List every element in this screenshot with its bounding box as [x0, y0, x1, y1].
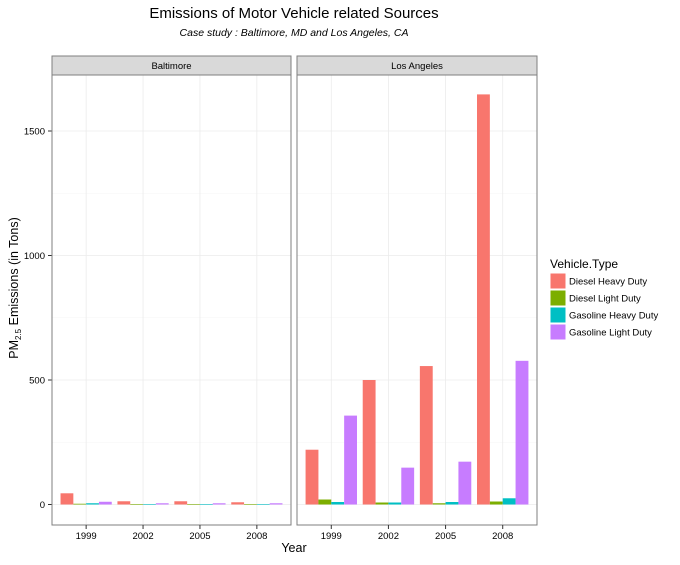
bar-diesel-heavy-duty-2005 [174, 501, 188, 505]
legend-title: Vehicle.Type [550, 257, 618, 271]
bar-gasoline-heavy-duty-1999 [86, 503, 99, 505]
legend: Vehicle.Type Diesel Heavy Duty Diesel Lig… [549, 257, 658, 341]
legend-label: Diesel Light Duty [569, 294, 641, 305]
bar-diesel-light-duty-2002 [375, 502, 389, 505]
panel-border [51, 74, 292, 526]
bar-gasoline-light-duty-2002 [155, 503, 169, 505]
bar-gasoline-heavy-duty-2008 [502, 498, 516, 505]
y-axis-label: PM2.5 Emissions (in Tons) [7, 217, 23, 358]
x-tick-label: 1999 [76, 531, 97, 542]
bar-diesel-light-duty-2005 [187, 504, 200, 505]
bar-diesel-heavy-duty-2008 [477, 94, 490, 505]
x-axis-label: Year [281, 541, 306, 555]
facet-strip-label: Los Angeles [391, 61, 443, 72]
legend-key [549, 306, 567, 324]
bar-diesel-heavy-duty-1999 [305, 449, 319, 505]
bar-gasoline-light-duty-2002 [401, 467, 415, 505]
x-tick-label: 2008 [246, 531, 267, 542]
y-axis-label-suffix: Emissions (in Tons) [7, 217, 21, 329]
bar-diesel-light-duty-2008 [489, 501, 503, 505]
panel-background [297, 75, 537, 525]
facet-panel-los-angeles: Los Angeles 1999 2002 2005 2008 [296, 55, 538, 542]
panel-background [52, 75, 291, 525]
x-tick-label: 2002 [132, 531, 153, 542]
x-tick-label: 2002 [378, 531, 399, 542]
bar-diesel-heavy-duty-2005 [419, 366, 433, 505]
legend-key [549, 272, 567, 290]
x-tick-label: 2008 [492, 531, 513, 542]
bar-diesel-heavy-duty-2002 [117, 501, 131, 505]
bar-diesel-heavy-duty-2002 [362, 380, 376, 505]
y-axis-label-subscript: 2.5 [14, 328, 23, 340]
y-tick-label: 1000 [24, 251, 45, 262]
y-tick-label: 0 [40, 500, 45, 511]
legend-label: Diesel Heavy Duty [569, 277, 647, 288]
chart-title: Emissions of Motor Vehicle related Sourc… [149, 5, 438, 22]
bar-diesel-light-duty-2002 [130, 504, 144, 505]
bar-gasoline-heavy-duty-2005 [445, 502, 459, 505]
bar-gasoline-heavy-duty-2002 [143, 504, 156, 505]
legend-label: Gasoline Heavy Duty [569, 311, 658, 322]
y-tick-label: 500 [29, 376, 45, 387]
facet-panel-baltimore: Baltimore 1999 2002 2005 2008 [51, 55, 292, 542]
bar-gasoline-heavy-duty-2008 [256, 504, 270, 505]
bar-gasoline-heavy-duty-1999 [331, 502, 345, 505]
bar-gasoline-light-duty-2005 [212, 503, 226, 505]
bar-gasoline-light-duty-1999 [344, 415, 357, 505]
bar-gasoline-light-duty-2008 [269, 503, 283, 505]
bar-gasoline-heavy-duty-2005 [199, 504, 213, 505]
y-tick-label: 1500 [24, 127, 45, 138]
bar-diesel-heavy-duty-2008 [231, 502, 245, 505]
chart-subtitle: Case study : Baltimore, MD and Los Angel… [180, 27, 409, 39]
x-tick-label: 2005 [435, 531, 456, 542]
bar-diesel-light-duty-2005 [432, 503, 446, 505]
x-tick-label: 1999 [321, 531, 342, 542]
facet-strip-label: Baltimore [151, 61, 191, 72]
bar-diesel-heavy-duty-1999 [60, 493, 74, 505]
bar-diesel-light-duty-2008 [244, 504, 257, 505]
bar-gasoline-heavy-duty-2002 [388, 502, 402, 505]
x-tick-label: 2005 [189, 531, 210, 542]
bar-gasoline-light-duty-2008 [515, 360, 529, 505]
legend-label: Gasoline Light Duty [569, 328, 652, 339]
bar-gasoline-light-duty-2005 [458, 461, 472, 505]
panel-border [296, 74, 538, 526]
bar-gasoline-light-duty-1999 [98, 501, 112, 505]
legend-key [549, 289, 567, 307]
bar-diesel-light-duty-1999 [73, 503, 87, 505]
legend-key [549, 323, 567, 341]
y-axis-label-prefix: PM [7, 340, 21, 359]
bar-diesel-light-duty-1999 [318, 499, 332, 505]
